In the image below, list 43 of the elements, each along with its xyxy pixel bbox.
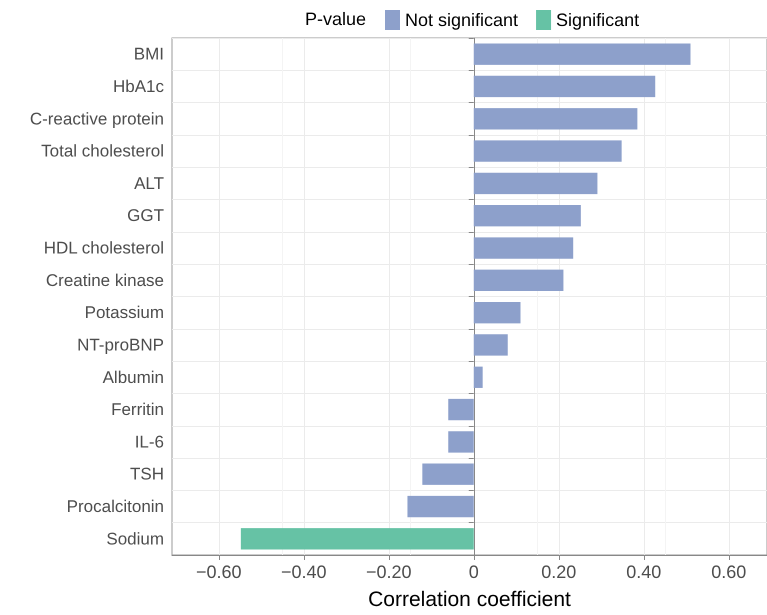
bar bbox=[240, 528, 474, 550]
x-tick-label: −0.40 bbox=[280, 562, 327, 582]
bar bbox=[422, 464, 474, 485]
y-tick-label: ALT bbox=[134, 174, 164, 193]
bar bbox=[474, 108, 638, 130]
y-tick-label: IL-6 bbox=[134, 432, 164, 452]
y-tick-label: Creatine kinase bbox=[46, 270, 164, 290]
bar bbox=[474, 366, 483, 388]
x-tick-label: 0.40 bbox=[626, 562, 662, 582]
bar bbox=[474, 140, 622, 162]
bar bbox=[474, 237, 574, 259]
x-tick-label: −0.60 bbox=[196, 562, 242, 582]
bar bbox=[474, 43, 690, 65]
bar bbox=[448, 398, 474, 420]
legend-title: P-value bbox=[305, 9, 366, 29]
x-axis-title: Correlation coefficient bbox=[368, 588, 572, 611]
y-tick-label: Sodium bbox=[106, 529, 164, 548]
y-tick-label: BMI bbox=[134, 44, 164, 64]
legend-label: Not significant bbox=[405, 10, 518, 30]
x-tick-label: 0 bbox=[468, 562, 479, 582]
y-tick-label: Procalcitonin bbox=[66, 497, 164, 516]
y-tick-label: Albumin bbox=[102, 368, 164, 387]
y-tick-label: Total cholesterol bbox=[41, 142, 164, 161]
x-tick-label: 0.60 bbox=[711, 562, 746, 582]
y-tick-label: Ferritin bbox=[111, 400, 164, 420]
bar bbox=[474, 76, 656, 98]
bar bbox=[448, 431, 474, 453]
bar bbox=[407, 496, 474, 518]
bar bbox=[474, 205, 581, 226]
bar bbox=[474, 172, 598, 194]
bar bbox=[474, 270, 564, 292]
y-tick-label: NT-proBNP bbox=[77, 335, 164, 354]
legend-label: Significant bbox=[556, 10, 640, 30]
x-tick-label: 0.20 bbox=[541, 562, 576, 582]
y-tick-label: Potassium bbox=[84, 303, 164, 322]
bar bbox=[474, 302, 520, 324]
y-tick-label: TSH bbox=[130, 464, 164, 484]
y-tick-label: HDL cholesterol bbox=[44, 238, 164, 258]
y-tick-label: C-reactive protein bbox=[30, 109, 164, 128]
y-tick-label: GGT bbox=[127, 206, 164, 226]
x-tick-label: −0.20 bbox=[366, 562, 412, 582]
y-tick-label: HbA1c bbox=[112, 76, 164, 96]
bar bbox=[474, 334, 508, 356]
